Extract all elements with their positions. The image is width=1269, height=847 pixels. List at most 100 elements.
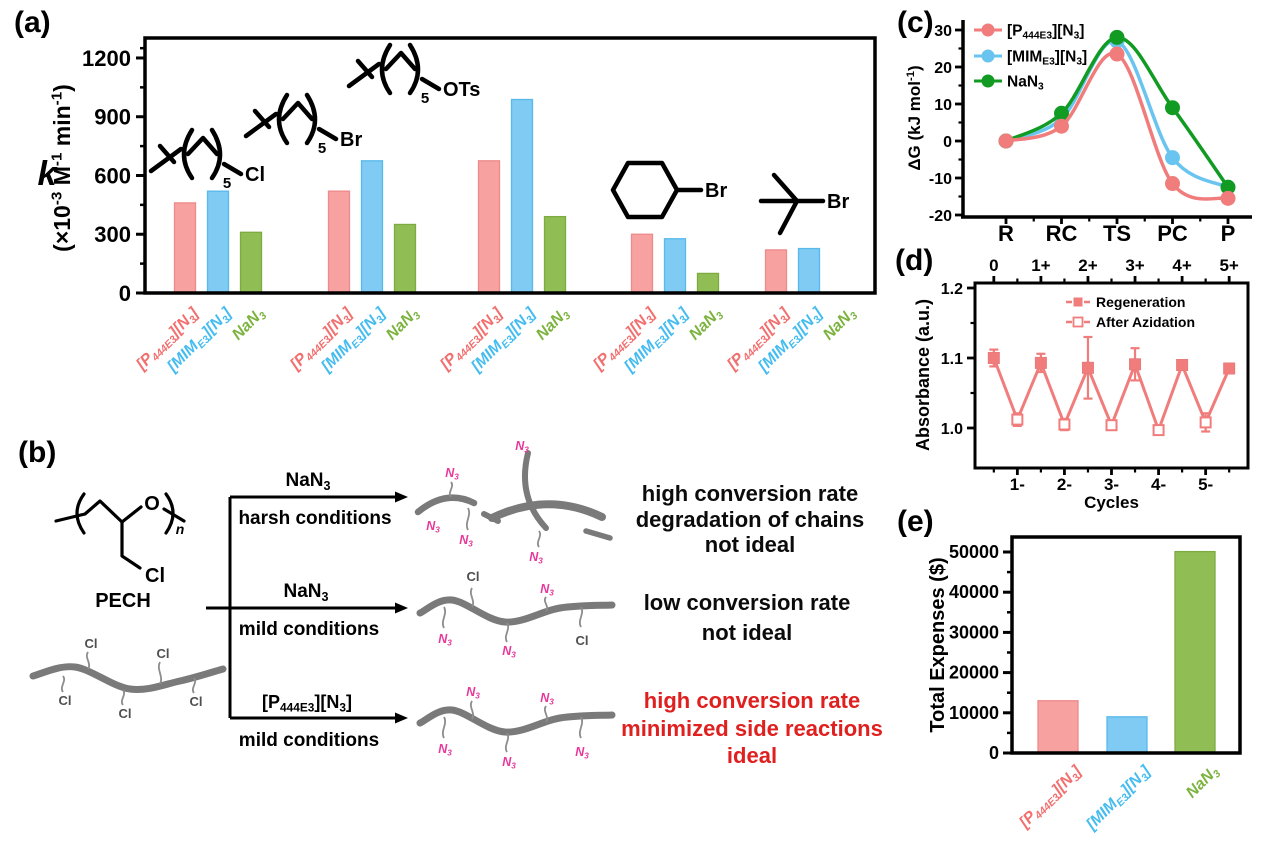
cl-pendant-label: Cl [85, 636, 98, 651]
pendant-squiggle [465, 507, 471, 531]
bar-hexyl-tosylate-series0 [477, 160, 501, 294]
x-category-label: PC [1157, 221, 1188, 246]
bond [316, 126, 339, 142]
marker-filled-square [1223, 362, 1236, 375]
y-tick-label: 1.1 [941, 351, 963, 368]
n3-pendant-label: N3 [426, 519, 440, 535]
x-axis-label: Cycles [1084, 493, 1139, 512]
x-category-label: NaN3 [1183, 763, 1223, 803]
paren-left [379, 42, 393, 96]
marker-open-square [1152, 424, 1165, 437]
substrate-structure-hexyl-Cl: 5 Cl [148, 127, 265, 192]
n3-pendant-label: N3 [502, 644, 516, 660]
outcome-text-line: low conversion rate [644, 590, 851, 615]
chain-zigzag [383, 50, 418, 72]
data-point [1054, 118, 1069, 134]
cl-pendant-label: Cl [190, 694, 203, 709]
paren-right [407, 42, 421, 96]
bottom-axis-label: 3- [1104, 475, 1119, 494]
legend-label: Regeneration [1096, 294, 1185, 310]
bar-1-chlorohexane-series1 [206, 190, 230, 294]
legend-label: [MIME3][N3] [1007, 49, 1087, 68]
legend-label: [P444E3][N3] [1007, 23, 1084, 42]
x-category-label: P [1221, 221, 1236, 246]
bond [346, 61, 382, 89]
pendant-squiggle [157, 661, 163, 685]
y-tick-label: 1200 [82, 46, 131, 71]
x-category-label: R [998, 221, 1014, 246]
marker-filled-square [1081, 361, 1094, 374]
panel-a-frame [143, 36, 877, 295]
pendant-squiggle [441, 716, 447, 739]
repeat-subscript: n [176, 521, 185, 537]
product-degraded-chains: N3 N3 N3 N3 N3 [414, 439, 613, 566]
chain-zigzag [280, 100, 315, 122]
bar-2 [1174, 550, 1216, 754]
arrow-head [395, 712, 408, 724]
y-tick-label: 300 [94, 222, 131, 247]
x-category-label: NaN3 [533, 305, 573, 345]
substrate-structure-hexyl-Br: 5 Br [243, 92, 362, 157]
panel-a-label: (a) [14, 6, 51, 39]
cyclohexane-ring [610, 160, 680, 220]
y-tick-label: 0 [943, 134, 952, 151]
condition-label: harsh conditions [238, 508, 391, 529]
top-axis-label: 1+ [1031, 256, 1050, 275]
backbone [54, 499, 143, 524]
product-partial-substitution: Cl N3 N3 N3 Cl [416, 569, 616, 660]
cl-pendant-label: Cl [59, 693, 72, 708]
x-category-label: [P444E3][N3] [1016, 762, 1087, 833]
y-tick-label: 20 [934, 60, 952, 77]
outcome-text-line: minimized side reactions [621, 716, 883, 741]
y-axis-units-label: (×10-3 M-1 min-1) [49, 84, 75, 252]
legend-filled-square [1073, 297, 1083, 307]
panel-e-label: (e) [897, 505, 934, 538]
x-category-label: [MIME3][N3] [1083, 762, 1156, 835]
y-tick-label: 900 [94, 105, 131, 130]
data-point [1109, 29, 1125, 45]
data-point [1165, 150, 1180, 166]
legend-label: NaN3 [1007, 74, 1044, 93]
y-tick-label: 50000 [949, 542, 999, 562]
x-category-label: RC [1046, 221, 1078, 246]
oxygen-label: O [144, 493, 160, 515]
paren-right [209, 127, 223, 181]
panel-d-recyclability-chart: 1.0 1.1 1.2 0 1+ 2+ 3+ 4+ 5+ 1- 2- 3- 4- 5- Cycles Abso… [913, 256, 1250, 512]
substituent-label: Br [827, 191, 849, 213]
reagent-label: NaN3 [286, 470, 331, 493]
n3-pendant-label: N3 [502, 755, 516, 771]
n3-pendant-label: N3 [529, 550, 543, 566]
pendant-squiggle [120, 689, 126, 706]
cl-pendant-label: Cl [119, 706, 132, 721]
pendant-squiggle [469, 700, 475, 720]
pendant-squiggle [469, 587, 475, 608]
data-point [1220, 179, 1236, 195]
n3-pendant-label: N3 [540, 691, 554, 707]
legend-marker [981, 74, 995, 88]
pendant-squiggle [441, 606, 447, 629]
data-point [998, 133, 1014, 149]
top-axis-label: 3+ [1125, 256, 1144, 275]
substrate-structure-tbutyl-Br: Br [758, 172, 849, 236]
repeat-count-subscript: 5 [318, 140, 326, 157]
bar-tert-butyl-bromide-series0 [764, 249, 788, 294]
paren-left [276, 92, 290, 146]
bar-bromocyclohexane-series1 [663, 238, 687, 294]
y-tick-label: 30 [934, 23, 952, 40]
y-tick-label: 30000 [949, 622, 999, 642]
y-axis-label: Total Expenses ($) [927, 557, 949, 732]
product-full-azidation: N3 N3 N3 N3 N3 [416, 685, 616, 771]
bond [148, 146, 184, 174]
bottom-axis-label: 2- [1057, 475, 1072, 494]
n3-pendant-label: N3 [575, 745, 589, 761]
data-point [1165, 176, 1180, 192]
panel-e-expenses-bar-chart: 0 10000 20000 30000 40000 50000 [P444E3][N3][M… [927, 535, 1242, 835]
y-axis-label-k: k [38, 155, 59, 193]
bond [355, 58, 375, 80]
bar-hexyl-tosylate-series1 [510, 98, 534, 294]
data-point [1220, 190, 1236, 206]
repeat-count-subscript: 5 [421, 90, 429, 107]
pendant-squiggle [578, 716, 584, 739]
n3-pendant-label: N3 [466, 685, 480, 701]
